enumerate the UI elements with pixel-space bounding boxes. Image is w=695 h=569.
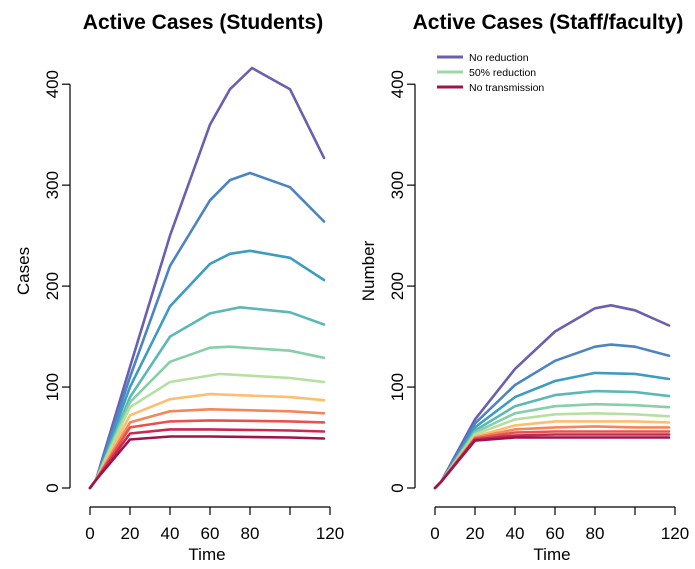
legend-label: No transmission: [469, 82, 544, 94]
y-tick-label: 200: [388, 272, 407, 300]
y-tick-label: 0: [43, 483, 62, 492]
chart-title: Active Cases (Students): [83, 11, 323, 34]
series-line-3: [88, 249, 326, 490]
y-tick-label: 400: [43, 70, 62, 98]
x-axis-label: Time: [533, 545, 570, 564]
x-tick-label: 80: [586, 524, 605, 543]
staff-panel: Active Cases (Staff/faculty) Number Time…: [359, 11, 689, 564]
series-line-2: [433, 343, 671, 490]
x-tick-label: 20: [121, 524, 140, 543]
y-tick-label: 300: [43, 171, 62, 199]
x-tick-label: 60: [201, 524, 220, 543]
y-tick-label: 100: [388, 373, 407, 401]
x-tick-label: 0: [430, 524, 439, 543]
x-tick-label: 60: [546, 524, 565, 543]
x-tick-label: 20: [466, 524, 485, 543]
legend-label: No reduction: [469, 52, 529, 64]
y-tick-label: 100: [43, 373, 62, 401]
y-tick-label: 200: [43, 272, 62, 300]
y-axis-label: Cases: [14, 247, 33, 295]
x-tick-label: 80: [241, 524, 260, 543]
legend-label: 50% reduction: [469, 67, 536, 79]
x-tick-label: 40: [506, 524, 525, 543]
students-panel: Active Cases (Students) Cases Time 0 100 2…: [14, 11, 344, 564]
x-tick-label: 120: [316, 524, 344, 543]
x-tick-label: 0: [85, 524, 94, 543]
x-tick-label: 120: [661, 524, 689, 543]
y-tick-label: 0: [388, 483, 407, 492]
legend: No reduction 50% reduction No transmission: [437, 52, 544, 94]
chart-title: Active Cases (Staff/faculty): [413, 11, 684, 34]
series-line-11: [433, 436, 671, 490]
y-tick-label: 300: [388, 171, 407, 199]
x-tick-label: 40: [161, 524, 180, 543]
series-line-6: [433, 412, 671, 490]
series-line-11: [88, 435, 326, 490]
y-tick-label: 400: [388, 70, 407, 98]
y-axis-label: Number: [359, 240, 378, 301]
x-axis-label: Time: [188, 545, 225, 564]
